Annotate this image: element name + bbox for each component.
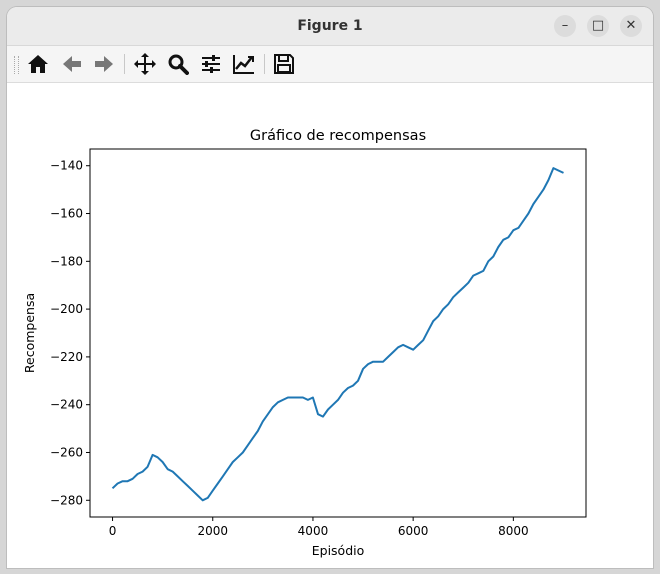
- edit-axis-button[interactable]: [230, 51, 258, 77]
- zoom-icon: [168, 54, 189, 75]
- pan-button[interactable]: [131, 51, 159, 77]
- x-tick-label: 0: [109, 524, 117, 538]
- window-title: Figure 1: [297, 18, 363, 34]
- y-tick-label: −200: [50, 302, 83, 316]
- figure-window: Figure 1 – □ ✕: [7, 7, 653, 568]
- x-axis-label: Episódio: [312, 543, 365, 558]
- home-button[interactable]: [24, 51, 52, 77]
- configure-subplots-icon: [202, 55, 220, 73]
- configure-subplots-button[interactable]: [197, 51, 225, 77]
- back-button[interactable]: [58, 51, 86, 77]
- series-line: [111, 167, 564, 502]
- toolbar-separator: [124, 54, 125, 74]
- maximize-button[interactable]: □: [587, 15, 609, 37]
- edit-axis-icon: [233, 55, 254, 74]
- y-tick-label: −140: [50, 159, 83, 173]
- title-bar: Figure 1 – □ ✕: [7, 7, 653, 46]
- x-tick-label: 8000: [498, 524, 529, 538]
- plot-frame: [89, 148, 587, 518]
- y-tick-label: −280: [50, 493, 83, 507]
- home-icon: [28, 55, 48, 73]
- y-tick-label: −160: [50, 207, 83, 221]
- navigation-toolbar: [7, 46, 653, 83]
- minimize-button[interactable]: –: [554, 15, 576, 37]
- y-tick-label: −240: [50, 398, 83, 412]
- y-tick-label: −220: [50, 350, 83, 364]
- chart: 0 2000 4000 6000 8000 −140 −160 −180 −200 −220 −24…: [22, 128, 587, 558]
- y-tick-label: −180: [50, 254, 83, 268]
- y-tick-label: −260: [50, 445, 83, 459]
- toolbar-grip: [14, 56, 19, 74]
- x-tick-label: 4000: [298, 524, 329, 538]
- figure-canvas[interactable]: 0 2000 4000 6000 8000 −140 −160 −180 −200 −220 −24…: [7, 83, 653, 568]
- y-axis-label: Recompensa: [22, 293, 37, 373]
- save-icon: [274, 54, 294, 74]
- close-button[interactable]: ✕: [620, 15, 642, 37]
- forward-button[interactable]: [90, 51, 118, 77]
- pan-icon: [134, 53, 156, 75]
- chart-title: Gráfico de recompensas: [250, 128, 426, 144]
- x-tick-label: 2000: [197, 524, 228, 538]
- toolbar-separator: [264, 54, 265, 74]
- save-button[interactable]: [270, 51, 298, 77]
- x-tick-label: 6000: [398, 524, 429, 538]
- forward-icon: [95, 56, 113, 72]
- back-icon: [63, 56, 81, 72]
- zoom-button[interactable]: [164, 51, 192, 77]
